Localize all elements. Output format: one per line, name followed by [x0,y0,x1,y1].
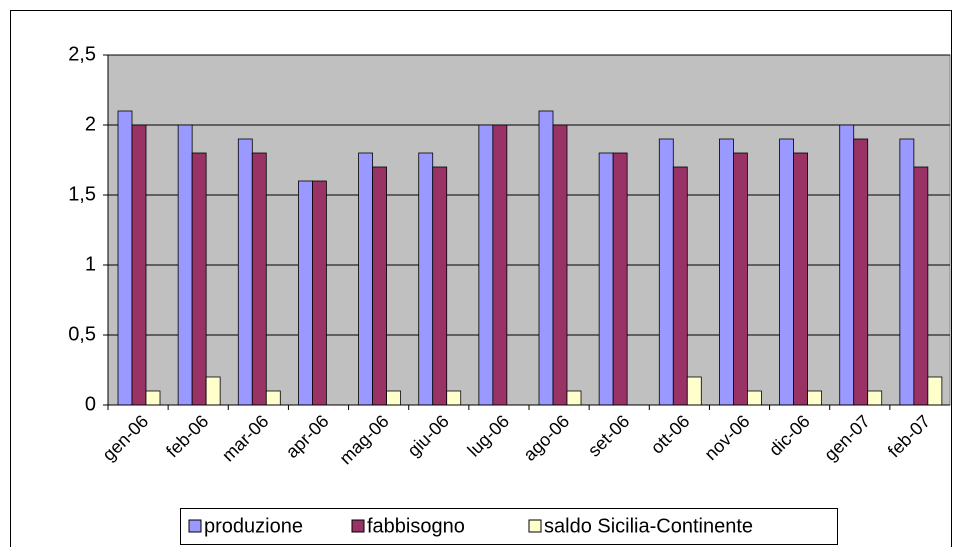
y-tick-label: 1,5 [68,183,96,205]
bar [612,152,628,406]
bar [117,110,133,406]
y-tick-label: 1 [85,253,96,275]
bar [733,152,748,406]
y-tick-label: 0 [85,393,96,415]
y-tick-label: 0,5 [68,323,96,345]
bar [372,166,387,406]
bar [145,390,161,406]
plot-background [107,54,951,406]
y-tick-label: 2 [85,113,96,135]
bar [386,390,401,406]
bar [566,390,582,406]
bar [492,124,508,406]
bar [839,124,855,406]
legend-box [180,508,838,545]
bar [251,152,267,406]
bar [446,390,462,406]
bar [899,138,915,406]
legend-swatch [528,519,542,533]
bar [205,376,221,406]
bar [658,138,674,406]
bar [552,124,568,406]
bar [807,390,822,406]
bar [265,390,281,406]
bar [418,152,434,406]
bar [747,390,762,406]
bar [358,152,373,406]
bar [927,376,943,406]
bar [177,124,193,406]
bar [793,152,808,406]
bar [237,138,253,406]
bar [779,138,794,406]
bar [131,124,147,406]
bar [867,390,883,406]
bar [298,180,313,406]
y-tick-label: 2,5 [68,43,96,65]
legend-swatch [188,519,202,533]
bar [913,166,929,406]
bar [478,124,494,406]
bar [538,110,554,406]
bar [191,152,207,406]
bar [432,166,448,406]
bar [598,152,614,406]
legend-label: produzione [204,515,303,537]
bar [686,376,702,406]
bar [312,180,327,406]
bar [672,166,688,406]
bar [853,138,869,406]
bar [719,138,734,406]
legend-label: saldo Sicilia-Continente [544,515,753,537]
legend-swatch [351,519,365,533]
legend-label: fabbisogno [367,515,465,537]
